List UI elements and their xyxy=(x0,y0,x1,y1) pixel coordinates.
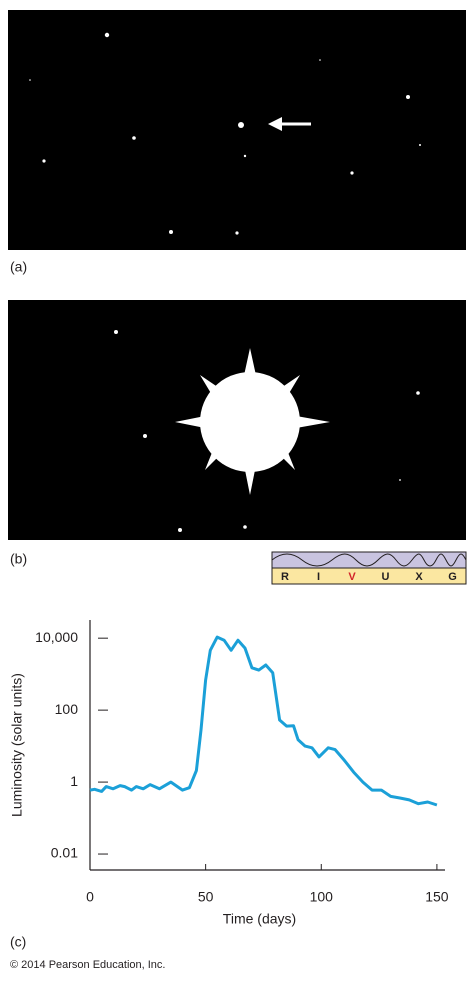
y-tick-label: 1 xyxy=(70,773,78,789)
y-tick-label: 10,000 xyxy=(35,629,78,645)
x-tick-label: 150 xyxy=(425,889,449,905)
copyright: © 2014 Pearson Education, Inc. xyxy=(10,959,165,971)
panel-label: (c) xyxy=(10,934,26,950)
spectrum-letter: X xyxy=(415,571,423,583)
arrow xyxy=(268,117,311,131)
y-tick-label: 100 xyxy=(55,701,79,717)
stars-a xyxy=(29,32,421,235)
image-a xyxy=(8,10,466,250)
light-curve xyxy=(89,635,438,807)
spectrum-letter: G xyxy=(448,571,457,583)
y-axis-label: Luminosity (solar units) xyxy=(9,673,25,817)
spectrum-letter: V xyxy=(348,571,356,583)
spectrum-letter: I xyxy=(317,571,320,583)
x-axis-label: Time (days) xyxy=(223,911,296,927)
stars-b xyxy=(114,330,420,532)
spectrum-bar xyxy=(271,551,467,585)
x-tick-label: 50 xyxy=(198,889,214,905)
spectrum-letter: U xyxy=(382,571,390,583)
panel-label: (a) xyxy=(10,259,27,275)
supernova xyxy=(175,348,330,495)
panel-label: (b) xyxy=(10,551,27,567)
x-tick-label: 0 xyxy=(86,889,94,905)
y-tick-label: 0.01 xyxy=(51,845,78,861)
x-tick-label: 100 xyxy=(310,889,334,905)
spectrum-letter: R xyxy=(281,571,289,583)
